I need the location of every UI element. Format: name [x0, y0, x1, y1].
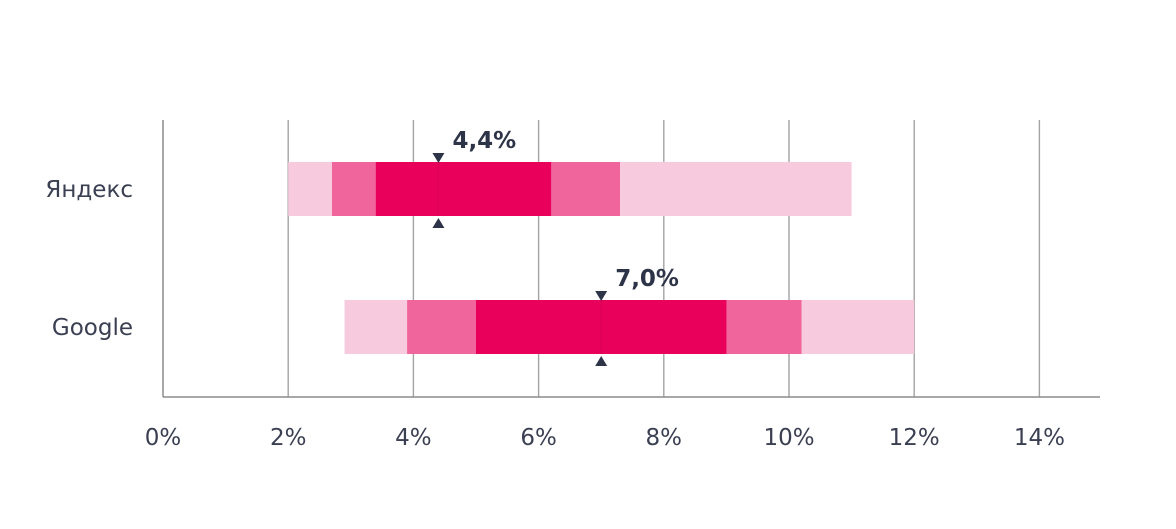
median-arrow-up [595, 356, 608, 366]
range-bars [288, 162, 915, 354]
x-tick-label: 12% [889, 425, 940, 451]
x-tick-label: 0% [145, 425, 182, 451]
range-bar-inner [476, 300, 727, 354]
median-markers: 4,4% 7,0% [432, 128, 679, 366]
median-value-label: 7,0% [615, 266, 679, 292]
category-label: Яндекс [45, 177, 133, 203]
median-value-label: 4,4% [452, 128, 516, 154]
x-tick-label: 6% [520, 425, 557, 451]
category-label: Google [52, 315, 133, 341]
gridlines [287, 120, 1041, 397]
x-tick-label: 4% [395, 425, 432, 451]
x-tick-label: 14% [1014, 425, 1065, 451]
axes [162, 120, 1100, 398]
x-tick-label: 10% [763, 425, 814, 451]
category-labels: Яндекс Google [45, 177, 133, 341]
median-arrow-down [595, 291, 608, 301]
x-tick-label: 2% [270, 425, 307, 451]
x-tick-label: 8% [646, 425, 683, 451]
range-bar-inner [375, 162, 552, 216]
median-arrow-up [432, 218, 445, 228]
x-tick-labels: 0% 2% 4% 6% 8% 10% 12% 14% [145, 425, 1065, 451]
median-arrow-down [432, 153, 445, 163]
